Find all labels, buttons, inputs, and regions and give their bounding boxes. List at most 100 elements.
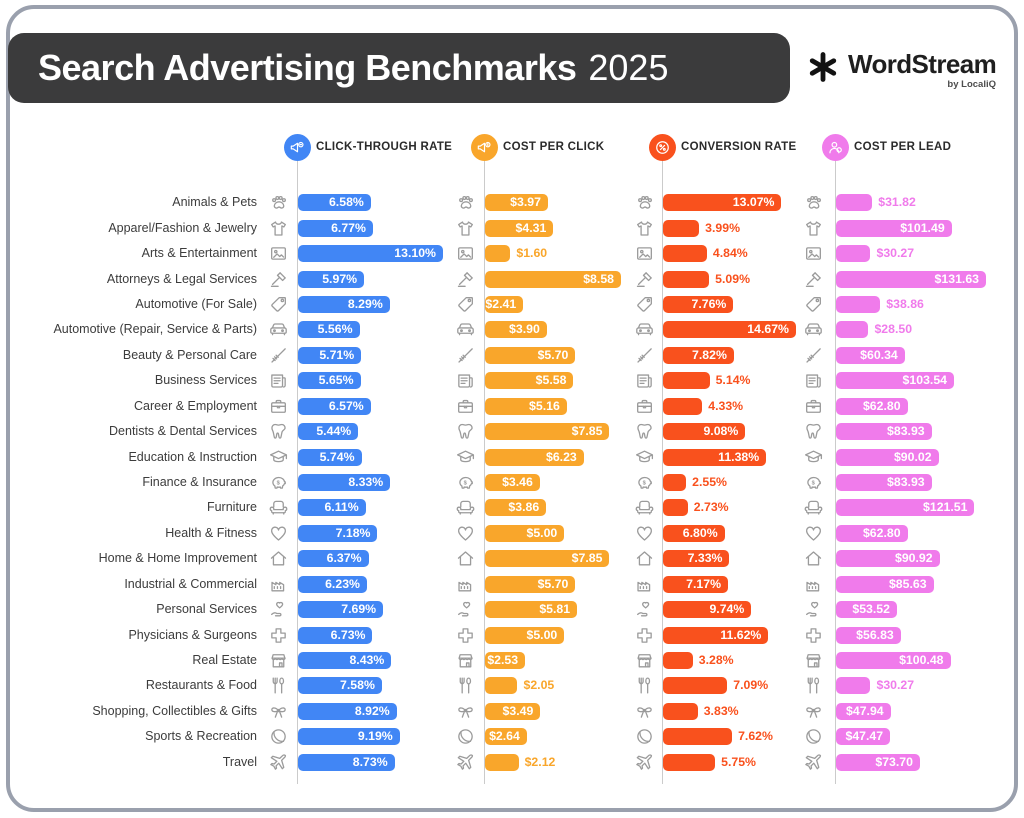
- factory-icon: [803, 574, 824, 595]
- benchmark-value: $62.80: [862, 525, 901, 540]
- tooth-icon: [634, 421, 655, 442]
- category-label: Health & Fitness: [165, 525, 257, 540]
- benchmark-bar: [298, 219, 373, 237]
- benchmark-bar: [485, 499, 547, 517]
- person-lead-icon: [826, 138, 845, 157]
- benchmark-bar: [298, 753, 395, 771]
- benchmark-bar: [836, 397, 908, 415]
- benchmark-bar: [298, 524, 378, 542]
- benchmark-bar: [836, 321, 869, 339]
- paw-icon: [268, 192, 289, 213]
- benchmark-bar: [485, 219, 554, 237]
- airplane-icon: [455, 752, 476, 773]
- benchmark-bar: [836, 270, 986, 288]
- benchmark-value: $90.92: [894, 551, 933, 566]
- benchmark-bar: [298, 499, 366, 517]
- wordstream-logo: WordStream by LocaliQ: [806, 48, 1006, 96]
- gavel-icon: [455, 269, 476, 290]
- piggy-bank-icon: [455, 472, 476, 493]
- piggy-bank-icon: [803, 472, 824, 493]
- price-tag-icon: [455, 294, 476, 315]
- benchmark-value: 7.18%: [335, 525, 371, 540]
- benchmark-value: $47.47: [845, 729, 884, 744]
- benchmark-value: 2.73%: [693, 500, 729, 515]
- benchmark-value: 6.73%: [330, 627, 366, 642]
- benchmark-bar: [485, 270, 621, 288]
- benchmark-bar: [485, 601, 578, 619]
- benchmark-bar: [485, 346, 576, 364]
- page-title: Search Advertising Benchmarks: [38, 47, 577, 88]
- benchmark-value: 14.67%: [747, 322, 789, 337]
- column-header-label: CONVERSION RATE: [681, 141, 797, 153]
- column-header-label: COST PER CLICK: [503, 141, 605, 153]
- benchmark-value: 9.19%: [357, 729, 393, 744]
- benchmark-value: 4.84%: [712, 246, 748, 261]
- benchmark-value: $103.54: [902, 373, 947, 388]
- benchmark-bar: [836, 677, 871, 695]
- benchmark-bar: [298, 677, 382, 695]
- benchmark-bar: [836, 296, 881, 314]
- benchmark-value: $5.16: [529, 398, 560, 413]
- factory-icon: [634, 574, 655, 595]
- benchmark-bar: [663, 423, 746, 441]
- benchmark-bar: [485, 728, 527, 746]
- column-header-icon-circle: [470, 133, 498, 161]
- brush-icon: [268, 345, 289, 366]
- benchmark-bar: [663, 728, 733, 746]
- benchmark-value: $38.86: [886, 297, 924, 312]
- benchmark-bar: [485, 397, 567, 415]
- benchmark-value: 11.62%: [720, 627, 762, 642]
- benchmark-value: $2.41: [485, 297, 517, 312]
- benchmark-value: $5.00: [526, 525, 558, 540]
- benchmark-bar: [663, 499, 688, 517]
- gavel-icon: [634, 269, 655, 290]
- newspaper-icon: [634, 370, 655, 391]
- heart-icon: [634, 523, 655, 544]
- benchmark-value: $83.93: [887, 424, 925, 439]
- gavel-icon: [268, 269, 289, 290]
- benchmark-value: $53.52: [852, 602, 890, 617]
- column-axis-line: [484, 159, 485, 784]
- hand-heart-icon: [803, 599, 824, 620]
- category-label: Furniture: [206, 500, 257, 515]
- benchmark-value: 5.56%: [317, 322, 353, 337]
- benchmark-value: 6.37%: [326, 551, 362, 566]
- column-axis-line: [297, 159, 298, 784]
- benchmark-value: $7.85: [571, 551, 603, 566]
- benchmark-bar: [298, 474, 391, 492]
- benchmark-bar: [836, 423, 932, 441]
- armchair-icon: [634, 497, 655, 518]
- picture-icon: [803, 243, 824, 264]
- benchmark-value: 3.83%: [703, 703, 739, 718]
- category-label: Industrial & Commercial: [124, 576, 257, 591]
- benchmark-value: 5.65%: [318, 373, 354, 388]
- benchmark-bar: [663, 677, 728, 695]
- benchmark-bar: [836, 702, 891, 720]
- benchmark-value: $121.51: [923, 500, 968, 515]
- benchmark-value: $5.81: [539, 602, 571, 617]
- ball-icon: [455, 726, 476, 747]
- utensils-icon: [455, 675, 476, 696]
- price-tag-icon: [268, 294, 289, 315]
- benchmark-bar: [298, 270, 365, 288]
- benchmark-bar: [836, 575, 934, 593]
- benchmark-bar: [298, 397, 371, 415]
- piggy-bank-icon: [634, 472, 655, 493]
- benchmark-bar: [485, 652, 526, 670]
- armchair-icon: [455, 497, 476, 518]
- column-axis-line: [835, 159, 836, 784]
- heart-icon: [803, 523, 824, 544]
- category-label: Finance & Insurance: [142, 475, 257, 490]
- column-header-icon-circle: [821, 133, 849, 161]
- benchmark-bar: [485, 753, 519, 771]
- benchmark-value: 3.99%: [705, 220, 741, 235]
- benchmark-value: $4.31: [515, 220, 547, 235]
- benchmark-value: 7.33%: [687, 551, 723, 566]
- car-icon: [803, 319, 824, 340]
- benchmark-value: $47.94: [846, 703, 884, 718]
- benchmark-bar: [663, 702, 698, 720]
- benchmark-bar: [298, 423, 359, 441]
- benchmark-value: $3.90: [509, 322, 540, 337]
- benchmark-value: 8.92%: [354, 703, 390, 718]
- tooth-icon: [803, 421, 824, 442]
